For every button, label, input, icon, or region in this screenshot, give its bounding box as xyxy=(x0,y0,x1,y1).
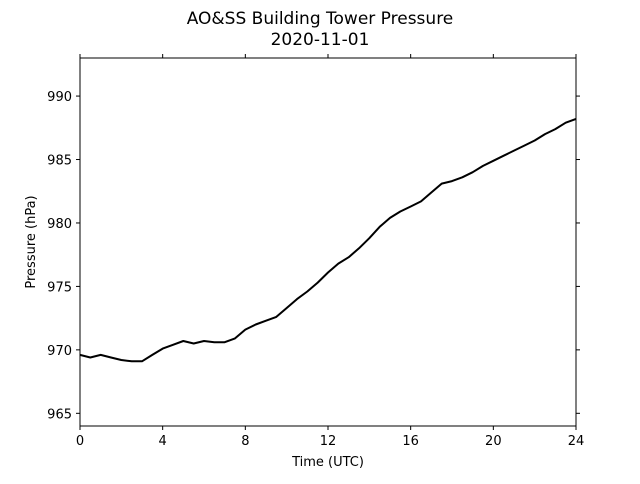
x-axis-label: Time (UTC) xyxy=(291,455,364,470)
x-tick-label: 4 xyxy=(159,434,167,449)
y-tick-label: 990 xyxy=(47,90,72,105)
x-tick-label: 8 xyxy=(241,434,249,449)
x-tick-label: 24 xyxy=(568,434,585,449)
y-tick-label: 975 xyxy=(47,280,72,295)
y-tick-label: 980 xyxy=(47,217,72,232)
chart-subtitle: 2020-11-01 xyxy=(271,30,370,50)
series-line-0 xyxy=(79,117,577,363)
x-tick-label: 12 xyxy=(320,434,337,449)
x-axis-ticks: 0 4 8 12 16 20 24 xyxy=(76,54,584,449)
y-axis-label: Pressure (hPa) xyxy=(24,195,39,288)
plot-frame xyxy=(79,57,577,427)
y-tick-label: 985 xyxy=(47,154,72,169)
x-tick-label: 20 xyxy=(485,434,502,449)
y-tick-label: 965 xyxy=(47,407,72,422)
y-tick-label: 970 xyxy=(47,344,72,359)
x-tick-label: 0 xyxy=(76,434,84,449)
chart-title: AO&SS Building Tower Pressure xyxy=(187,9,454,29)
x-tick-label: 16 xyxy=(402,434,419,449)
y-axis-ticks: 965 970 975 980 985 990 xyxy=(47,90,580,422)
chart-marks xyxy=(79,117,577,363)
